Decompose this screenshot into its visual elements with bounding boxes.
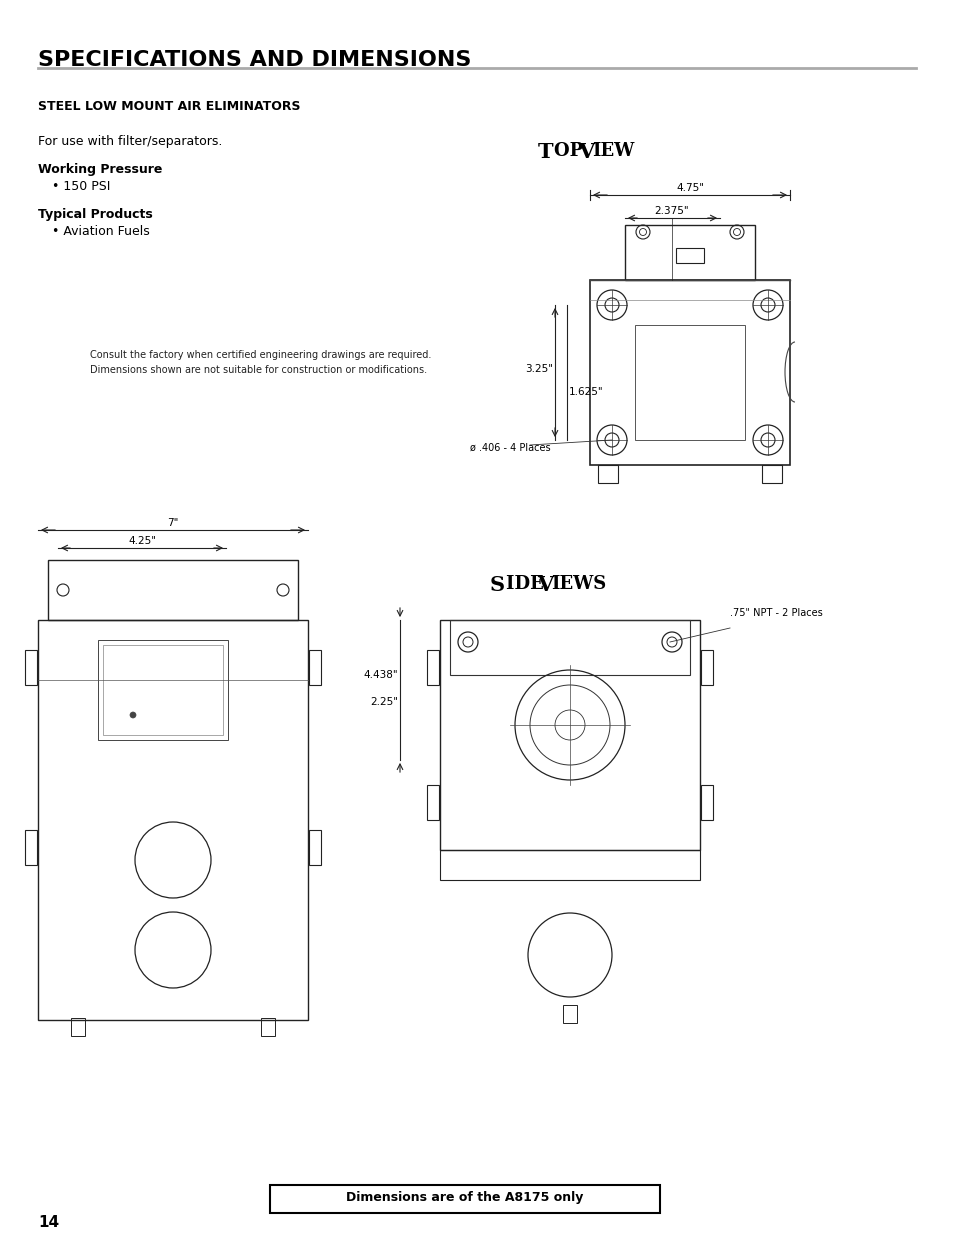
Text: • 150 PSI: • 150 PSI (52, 180, 111, 193)
Bar (270, 1186, 659, 1213)
Text: • Aviation Fuels: • Aviation Fuels (52, 225, 150, 238)
Text: ø .406 - 4 Places: ø .406 - 4 Places (470, 443, 550, 453)
Text: Dimensions are of the A8175 only: Dimensions are of the A8175 only (346, 1191, 583, 1204)
Text: Consult the factory when certified engineering drawings are required.: Consult the factory when certified engin… (90, 350, 431, 359)
Bar (48, 559, 297, 620)
Text: 4.75": 4.75" (676, 183, 703, 193)
Bar (624, 225, 754, 280)
Bar (439, 850, 700, 881)
Bar (98, 640, 228, 740)
Bar (439, 620, 700, 850)
Text: 4.25": 4.25" (128, 536, 156, 546)
Text: 3.25": 3.25" (524, 364, 553, 374)
Bar (261, 1018, 274, 1036)
Bar (309, 830, 320, 864)
Text: IEW: IEW (592, 142, 634, 161)
Bar (427, 650, 438, 685)
Bar (676, 248, 703, 263)
Text: 2.375": 2.375" (654, 206, 689, 216)
Text: 7": 7" (167, 517, 178, 529)
Text: V: V (578, 142, 594, 162)
Text: 2.25": 2.25" (370, 697, 397, 706)
Text: IEWS: IEWS (551, 576, 605, 593)
Bar (103, 645, 223, 735)
Text: Dimensions shown are not suitable for construction or modifications.: Dimensions shown are not suitable for co… (90, 366, 427, 375)
Text: Working Pressure: Working Pressure (38, 163, 162, 177)
Text: IDE: IDE (505, 576, 550, 593)
Bar (562, 1005, 577, 1023)
Bar (450, 620, 689, 676)
Bar (25, 650, 37, 685)
Bar (25, 830, 37, 864)
Text: V: V (537, 576, 553, 595)
Text: OP: OP (554, 142, 589, 161)
Bar (427, 785, 438, 820)
Bar (589, 280, 789, 466)
Bar (71, 1018, 85, 1036)
Text: .75" NPT - 2 Places: .75" NPT - 2 Places (729, 608, 821, 618)
Text: STEEL LOW MOUNT AIR ELIMINATORS: STEEL LOW MOUNT AIR ELIMINATORS (38, 100, 300, 112)
Bar (309, 650, 320, 685)
Text: For use with filter/separators.: For use with filter/separators. (38, 135, 222, 148)
Circle shape (130, 713, 136, 718)
Text: 4.438": 4.438" (363, 671, 397, 680)
Text: 14: 14 (38, 1215, 59, 1230)
Text: Typical Products: Typical Products (38, 207, 152, 221)
Bar (38, 620, 308, 1020)
Text: 1.625": 1.625" (568, 387, 603, 396)
Text: T: T (537, 142, 553, 162)
Bar (700, 650, 712, 685)
Bar (635, 325, 744, 440)
Text: SPECIFICATIONS AND DIMENSIONS: SPECIFICATIONS AND DIMENSIONS (38, 49, 471, 70)
Bar (761, 466, 781, 483)
Text: S: S (490, 576, 504, 595)
Bar (700, 785, 712, 820)
Bar (598, 466, 618, 483)
